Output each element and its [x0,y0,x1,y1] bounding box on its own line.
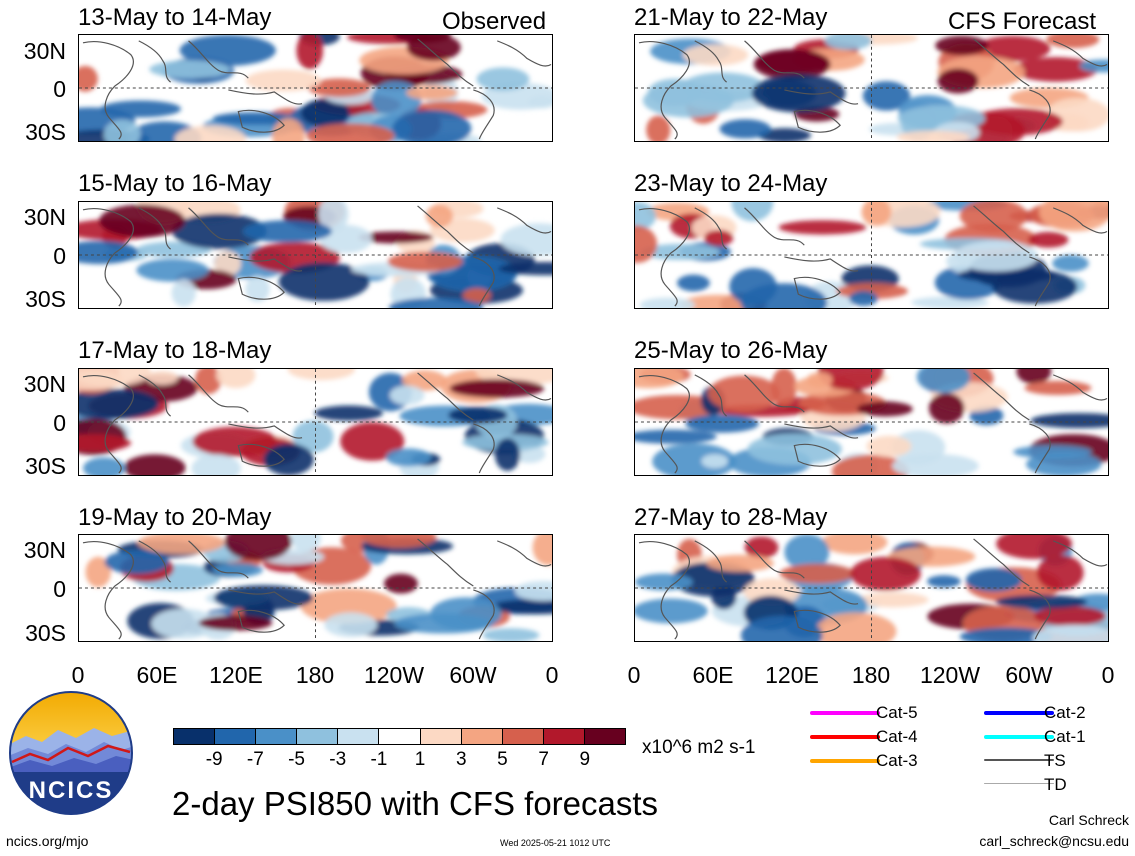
colorbar-swatch [378,729,420,744]
lon-label: 0 [627,662,641,688]
colorbar-swatch [542,729,584,744]
lat-label: 0 [53,410,66,436]
legend-line-cat2 [984,711,1054,715]
lat-label: 30N [23,38,66,64]
panel-title: 15-May to 16-May [78,170,272,197]
colorbar-swatch [296,729,338,744]
colorbar-label: 1 [414,749,426,770]
panel-title: 19-May to 20-May [78,504,272,531]
colorbar-label: -3 [329,749,347,770]
lon-label: 0 [1101,662,1115,688]
colorbar-label: 5 [497,749,508,770]
colorbar-swatch [174,729,215,744]
lat-label: 30N [23,371,66,397]
lon-label: 0 [545,662,559,688]
lon-label: 60W [1005,662,1053,688]
colorbar-label: 9 [579,749,591,770]
colorbar-swatch [214,729,256,744]
colorbar-swatch [337,729,379,744]
lon-label: 120W [363,662,425,688]
footer-url[interactable]: ncics.org/mjo [6,833,89,849]
colorbar-label: -7 [246,749,264,770]
panel-title: 27-May to 28-May [634,504,828,531]
lon-label: 180 [851,662,891,688]
colorbar-swatch [419,729,461,744]
colorbar-swatch [460,729,502,744]
colorbar-label: 3 [455,749,467,770]
legend-line-cat4 [810,735,880,739]
legend-line-cat5 [810,711,880,715]
storm-legend: Cat-5 Cat-4 Cat-3 Cat-2 Cat-1 TS TD [810,702,1130,802]
lat-label: 30N [23,204,66,230]
colorbar-label: -1 [370,749,388,770]
legend-line-cat1 [984,735,1054,739]
lon-label: 120E [765,662,819,688]
map-panel-forecast-1 [634,34,1109,142]
lat-label: 0 [53,76,66,102]
panel-title: 23-May to 24-May [634,170,828,197]
legend-label: Cat-2 [1044,703,1086,722]
figure-title: 2-day PSI850 with CFS forecasts [172,785,659,822]
colorbar [173,728,626,745]
map-panel-observed-4 [78,534,553,642]
colorbar-swatch [583,729,626,744]
logo-text: NCICS [29,777,114,804]
lat-label: 30S [25,620,66,646]
lat-label: 30S [25,286,66,312]
panel-title: 17-May to 18-May [78,337,272,364]
colorbar-label: -9 [205,749,223,770]
lon-label: 60E [136,662,178,688]
lat-label: 30S [25,119,66,145]
map-panel-forecast-4 [634,534,1109,642]
colorbar-units: x10^6 m2 s-1 [642,737,756,758]
footer-email[interactable]: carl_schreck@ncsu.edu [979,833,1129,849]
ncics-logo: NCICS [8,690,134,816]
colorbar-labels: -9 -7 -5 -3 -1 1 3 5 7 9 [173,750,626,772]
legend-label: Cat-4 [876,727,918,746]
lon-label: 120W [919,662,981,688]
lon-label: 60W [449,662,497,688]
panel-title: 13-May to 14-May [78,4,272,31]
lon-label: 180 [295,662,335,688]
lat-label: 30N [23,537,66,563]
legend-label: TD [1044,775,1067,794]
map-panel-observed-3 [78,368,553,476]
lon-label: 60E [692,662,734,688]
legend-label: Cat-5 [876,703,918,722]
legend-line-ts [984,759,1054,761]
map-panel-forecast-3 [634,368,1109,476]
footer-timestamp: Wed 2025-05-21 1012 UTC [500,838,611,848]
legend-line-cat3 [810,759,880,763]
panel-title: 25-May to 26-May [634,337,828,364]
colorbar-label: 7 [538,749,549,770]
map-panel-observed-1 [78,34,553,142]
map-panel-forecast-2 [634,201,1109,309]
lon-label: 120E [209,662,263,688]
legend-line-td [984,783,1054,784]
legend-label: TS [1044,751,1066,770]
colorbar-label: -5 [288,749,305,770]
lon-label: 0 [71,662,85,688]
map-panel-observed-2 [78,201,553,309]
lat-label: 30S [25,453,66,479]
colorbar-swatch [255,729,297,744]
panel-title: 21-May to 22-May [634,4,828,31]
forecast-label: CFS Forecast [948,8,1097,35]
lat-label: 0 [53,243,66,269]
observed-label: Observed [442,8,547,35]
legend-label: Cat-1 [1044,727,1086,746]
footer-author: Carl Schreck [1048,812,1129,828]
lat-label: 0 [53,576,66,602]
colorbar-swatch [501,729,543,744]
legend-label: Cat-3 [876,751,918,770]
